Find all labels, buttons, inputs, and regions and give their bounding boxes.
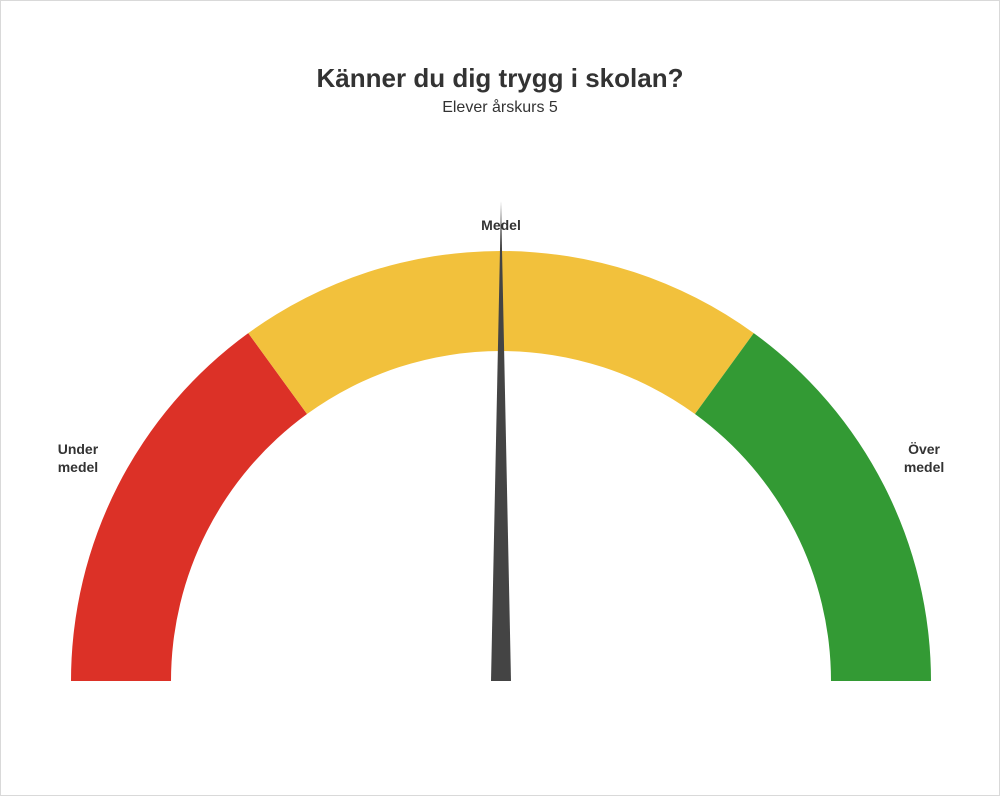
chart-frame: Känner du dig trygg i skolan? Elever års…: [0, 0, 1000, 796]
gauge-svg: [1, 1, 1000, 797]
gauge-label-left: Under medel: [48, 441, 108, 476]
gauge-segment-0: [71, 333, 307, 681]
gauge-chart: [1, 1, 1000, 797]
gauge-label-top: Medel: [451, 217, 551, 235]
gauge-segment-2: [695, 333, 931, 681]
gauge-label-right: Över medel: [894, 441, 954, 476]
